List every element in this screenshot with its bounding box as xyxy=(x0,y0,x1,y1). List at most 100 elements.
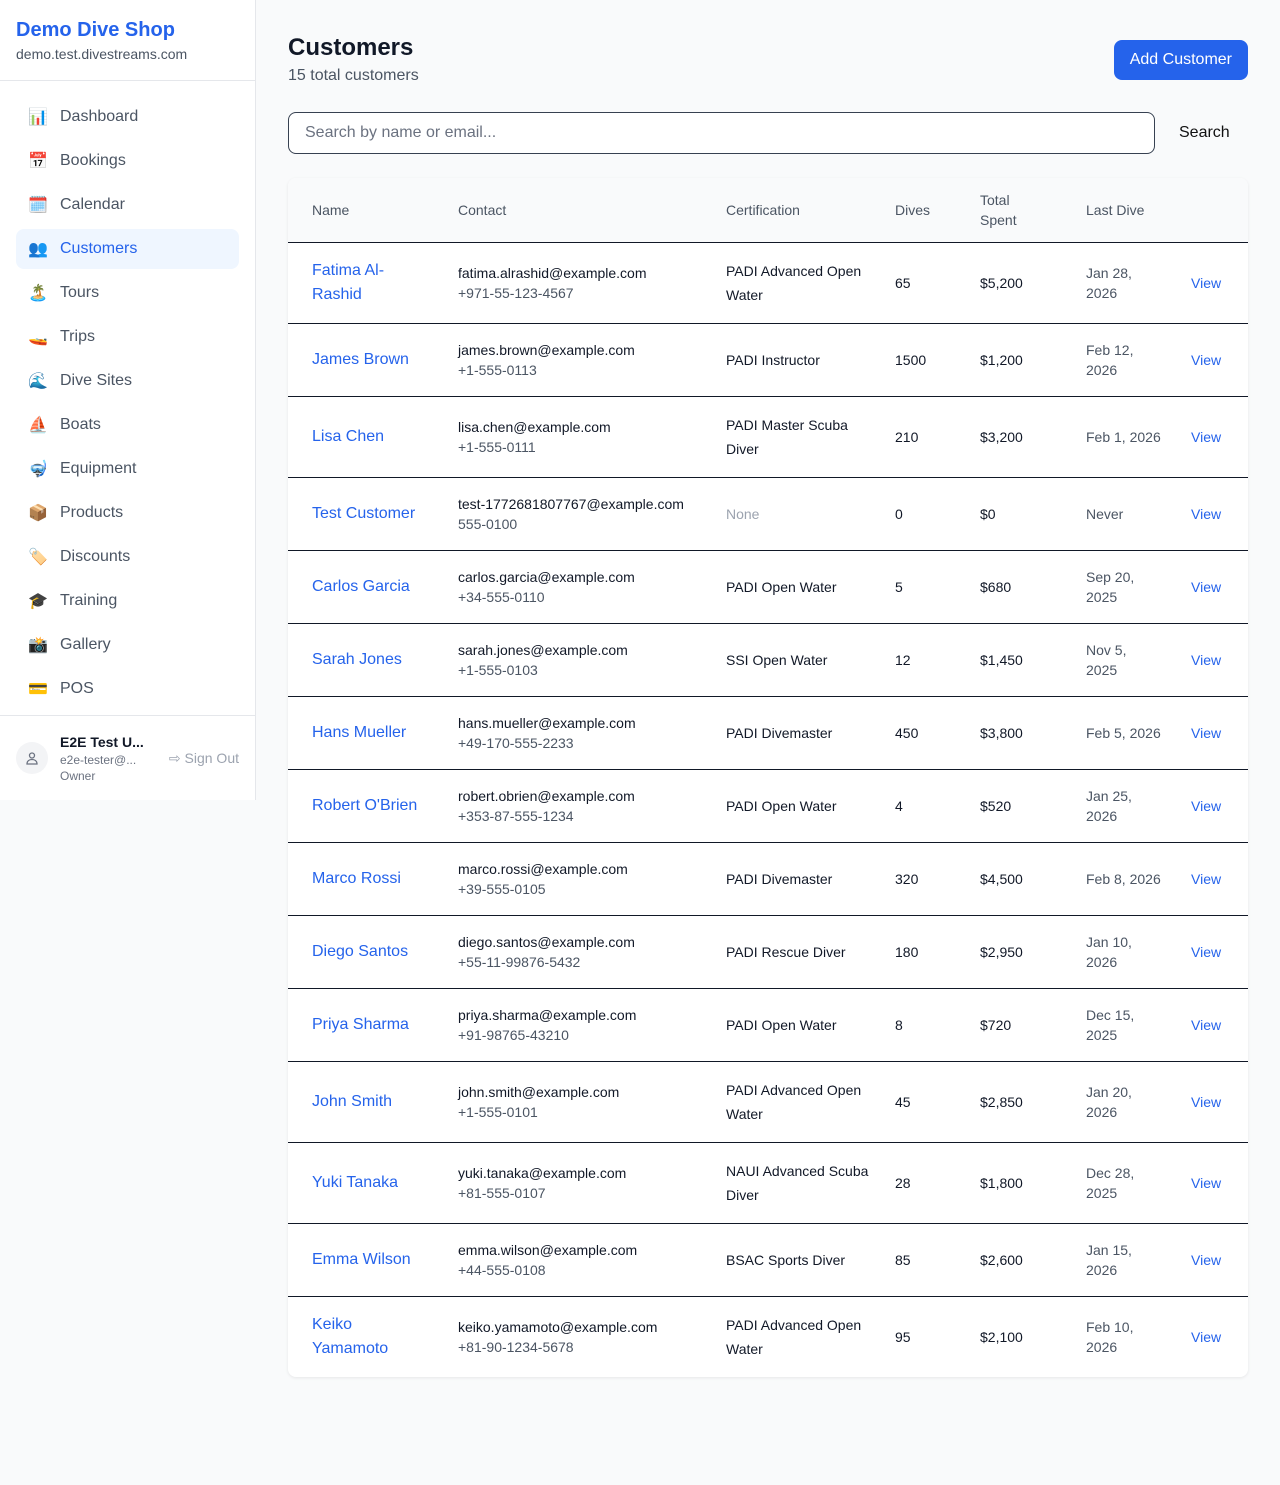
customer-name-link[interactable]: Emma Wilson xyxy=(288,1223,458,1297)
customer-last-dive: Jan 10, 2026 xyxy=(1086,915,1191,989)
customer-phone: +34-555-0110 xyxy=(458,588,545,605)
customer-name-link[interactable]: Carlos Garcia xyxy=(288,550,458,624)
sidebar-item-equipment[interactable]: 🤿 Equipment xyxy=(16,449,239,489)
customer-phone: 555-0100 xyxy=(458,515,518,532)
customer-name-link[interactable]: John Smith xyxy=(288,1061,458,1143)
view-customer-link[interactable]: View xyxy=(1191,943,1222,960)
customer-phone: +1-555-0111 xyxy=(458,438,536,455)
customer-total-spent: $720 xyxy=(980,988,1086,1062)
view-customer-link[interactable]: View xyxy=(1191,1251,1222,1268)
view-customer-link[interactable]: View xyxy=(1191,1174,1222,1191)
sidebar-item-label: Calendar xyxy=(60,196,125,213)
customer-certification: PADI Open Water xyxy=(726,550,895,624)
view-customer-link[interactable]: View xyxy=(1191,651,1222,668)
view-customer-link[interactable]: View xyxy=(1191,578,1222,595)
view-customer-link[interactable]: View xyxy=(1191,1328,1222,1345)
view-customer-link[interactable]: View xyxy=(1191,1093,1222,1110)
customer-total-spent: $2,600 xyxy=(980,1223,1086,1297)
customer-phone: +91-98765-43210 xyxy=(458,1026,569,1043)
sidebar-item-tours[interactable]: 🏝️ Tours xyxy=(16,273,239,313)
view-customer-link[interactable]: View xyxy=(1191,351,1222,368)
customer-email: keiko.yamamoto@example.com xyxy=(458,1318,658,1335)
view-customer-link[interactable]: View xyxy=(1191,724,1222,741)
column-header-actions xyxy=(1191,178,1248,243)
customer-name-link[interactable]: Priya Sharma xyxy=(288,988,458,1062)
dashboard-icon: 📊 xyxy=(28,109,48,126)
sidebar-nav: 📊 Dashboard 📅 Bookings 🗓️ Calendar 👥 Customers 🏝… xyxy=(0,81,255,729)
customer-phone: +1-555-0101 xyxy=(458,1103,538,1120)
customer-phone: +49-170-555-2233 xyxy=(458,734,574,751)
table-row: Robert O'Brien robert.obrien@example.com… xyxy=(288,769,1248,843)
table-row: Test Customer test-1772681807767@example… xyxy=(288,477,1248,551)
sign-out-button[interactable]: ⇨ Sign Out xyxy=(169,750,239,767)
brand-name[interactable]: Demo Dive Shop xyxy=(16,19,175,41)
customer-dives: 5 xyxy=(895,550,980,624)
customer-name-link[interactable]: Fatima Al-Rashid xyxy=(288,242,458,324)
sidebar-item-label: Boats xyxy=(60,416,101,433)
customer-email: james.brown@example.com xyxy=(458,341,635,358)
customers-icon: 👥 xyxy=(28,241,48,258)
table-row: Marco Rossi marco.rossi@example.com +39-5… xyxy=(288,842,1248,916)
customer-name-link[interactable]: Robert O'Brien xyxy=(288,769,458,843)
customer-name-link[interactable]: Yuki Tanaka xyxy=(288,1142,458,1224)
customer-phone: +1-555-0103 xyxy=(458,661,538,678)
customer-last-dive: Feb 5, 2026 xyxy=(1086,696,1191,770)
view-customer-link[interactable]: View xyxy=(1191,505,1222,522)
customer-last-dive: Feb 8, 2026 xyxy=(1086,842,1191,916)
customer-dives: 320 xyxy=(895,842,980,916)
customer-phone: +971-55-123-4567 xyxy=(458,284,574,301)
customer-phone: +353-87-555-1234 xyxy=(458,807,574,824)
column-header-name: Name xyxy=(288,178,458,243)
customer-last-dive: Feb 12, 2026 xyxy=(1086,323,1191,397)
customer-phone: +81-555-0107 xyxy=(458,1184,546,1201)
customer-dives: 180 xyxy=(895,915,980,989)
sidebar-item-dashboard[interactable]: 📊 Dashboard xyxy=(16,97,239,137)
customer-dives: 45 xyxy=(895,1061,980,1143)
sidebar-item-label: Gallery xyxy=(60,636,111,653)
brand-domain: demo.test.divestreams.com xyxy=(16,46,188,62)
view-customer-link[interactable]: View xyxy=(1191,274,1222,291)
search-input[interactable] xyxy=(288,112,1155,154)
customer-certification: PADI Divemaster xyxy=(726,842,895,916)
customer-name-link[interactable]: James Brown xyxy=(288,323,458,397)
customer-name-link[interactable]: Marco Rossi xyxy=(288,842,458,916)
sidebar-item-boats[interactable]: ⛵ Boats xyxy=(16,405,239,445)
customer-name-link[interactable]: Lisa Chen xyxy=(288,396,458,478)
view-customer-link[interactable]: View xyxy=(1191,797,1222,814)
dive-sites-icon: 🌊 xyxy=(28,373,48,390)
trips-icon: 🚤 xyxy=(28,329,48,346)
customer-name-link[interactable]: Hans Mueller xyxy=(288,696,458,770)
table-row: Lisa Chen lisa.chen@example.com +1-555-01… xyxy=(288,396,1248,478)
sidebar-item-discounts[interactable]: 🏷️ Discounts xyxy=(16,537,239,577)
view-customer-link[interactable]: View xyxy=(1191,1016,1222,1033)
column-header-total-spent: Total Spent xyxy=(980,178,1086,243)
add-customer-button[interactable]: Add Customer xyxy=(1113,40,1248,80)
customer-email: carlos.garcia@example.com xyxy=(458,568,635,585)
view-customer-link[interactable]: View xyxy=(1191,428,1222,445)
customer-dives: 65 xyxy=(895,242,980,324)
bookings-icon: 📅 xyxy=(28,153,48,170)
sidebar-item-pos[interactable]: 💳 POS xyxy=(16,669,239,709)
sidebar-item-products[interactable]: 📦 Products xyxy=(16,493,239,533)
customer-certification: BSAC Sports Diver xyxy=(726,1223,895,1297)
sidebar-item-training[interactable]: 🎓 Training xyxy=(16,581,239,621)
customer-name-link[interactable]: Keiko Yamamoto xyxy=(312,1315,389,1357)
view-customer-link[interactable]: View xyxy=(1191,870,1222,887)
search-button[interactable]: Search xyxy=(1179,124,1230,141)
customer-email: robert.obrien@example.com xyxy=(458,787,635,804)
customer-name-link[interactable]: Test Customer xyxy=(288,477,458,551)
sidebar-item-calendar[interactable]: 🗓️ Calendar xyxy=(16,185,239,225)
customer-name-link[interactable]: Diego Santos xyxy=(288,915,458,989)
customer-name-link[interactable]: Sarah Jones xyxy=(288,623,458,697)
sidebar-item-trips[interactable]: 🚤 Trips xyxy=(16,317,239,357)
customer-total-spent: $0 xyxy=(980,477,1086,551)
sidebar-item-customers[interactable]: 👥 Customers xyxy=(16,229,239,269)
column-header-contact: Contact xyxy=(458,178,726,243)
table-header-row: Name Contact Certification Dives Total Spent… xyxy=(288,178,1248,243)
user-role: Owner xyxy=(60,769,96,783)
sidebar-item-dive-sites[interactable]: 🌊 Dive Sites xyxy=(16,361,239,401)
discounts-icon: 🏷️ xyxy=(28,549,48,566)
sidebar-item-gallery[interactable]: 📸 Gallery xyxy=(16,625,239,665)
customer-total-spent: $3,800 xyxy=(980,696,1086,770)
sidebar-item-bookings[interactable]: 📅 Bookings xyxy=(16,141,239,181)
